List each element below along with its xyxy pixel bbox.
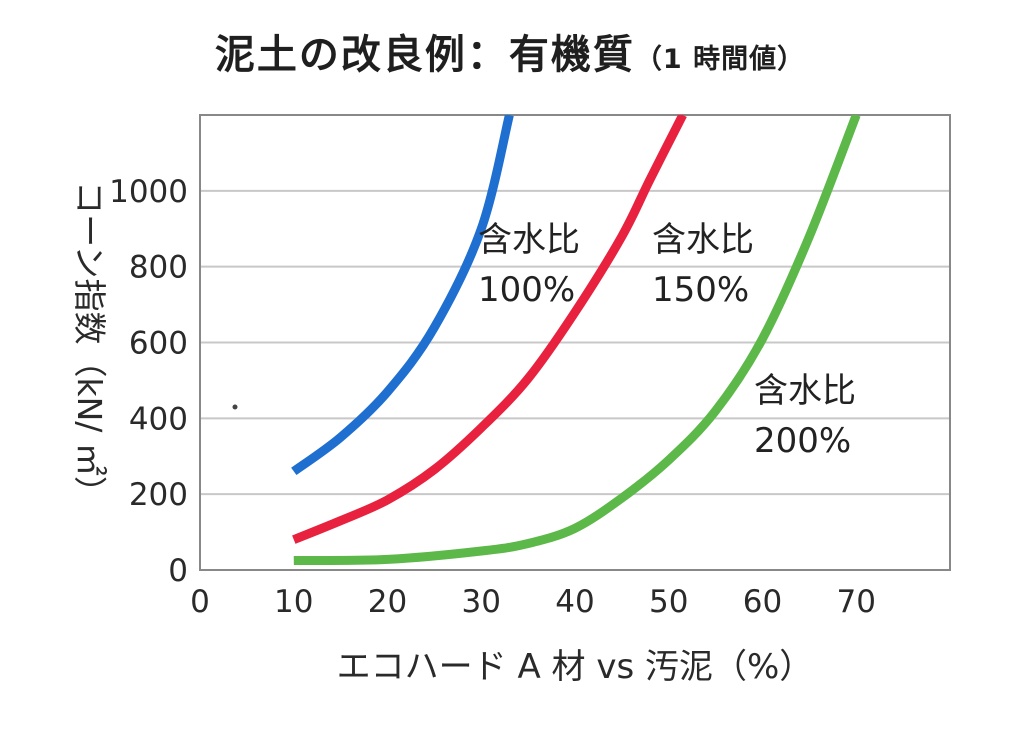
x-tick-labels: 0 10 20 30 40 50 60 70	[190, 584, 876, 620]
y-tick-label: 1000	[109, 174, 188, 210]
series-label-2-value: 150%	[652, 270, 749, 310]
x-tick-label: 70	[837, 584, 876, 620]
x-tick-label: 40	[555, 584, 594, 620]
y-axis-label: コーン指数（kN/ ㎡）	[70, 181, 109, 509]
series-label-1-value: 100%	[478, 270, 575, 310]
x-tick-label: 30	[462, 584, 501, 620]
series-label-1-name: 含水比	[478, 220, 580, 260]
y-tick-label: 600	[129, 326, 188, 362]
series-label-2-name: 含水比	[652, 220, 754, 260]
y-tick-label: 800	[129, 250, 188, 286]
chart-title: 泥土の改良例：有機質（1 時間値）	[0, 22, 1020, 80]
x-tick-label: 60	[743, 584, 782, 620]
chart-title-main: 泥土の改良例：有機質	[214, 32, 635, 78]
series-label-3-name: 含水比	[754, 371, 856, 411]
y-tick-label: 400	[129, 401, 188, 437]
chart-title-sub: （1 時間値）	[634, 44, 806, 75]
stray-dot	[232, 404, 238, 410]
y-tick-labels: 0 200 400 600 800 1000	[109, 174, 188, 589]
series-line-2	[292, 115, 687, 544]
y-tick-label: 0	[168, 553, 188, 589]
x-tick-label: 20	[368, 584, 407, 620]
series-label-3-value: 200%	[754, 421, 851, 461]
series-line-3	[293, 115, 861, 565]
series-labels: 含水比 100% 含水比 150% 含水比 200%	[478, 220, 856, 461]
x-tick-label: 10	[274, 584, 313, 620]
x-tick-label: 0	[190, 584, 210, 620]
series-layer	[291, 115, 861, 565]
x-axis-label: エコハード A 材 vs 汚泥（%）	[337, 647, 814, 687]
series-line-1	[291, 115, 514, 476]
y-tick-label: 200	[129, 477, 188, 513]
plot-frame	[199, 114, 951, 571]
x-tick-label: 50	[649, 584, 688, 620]
